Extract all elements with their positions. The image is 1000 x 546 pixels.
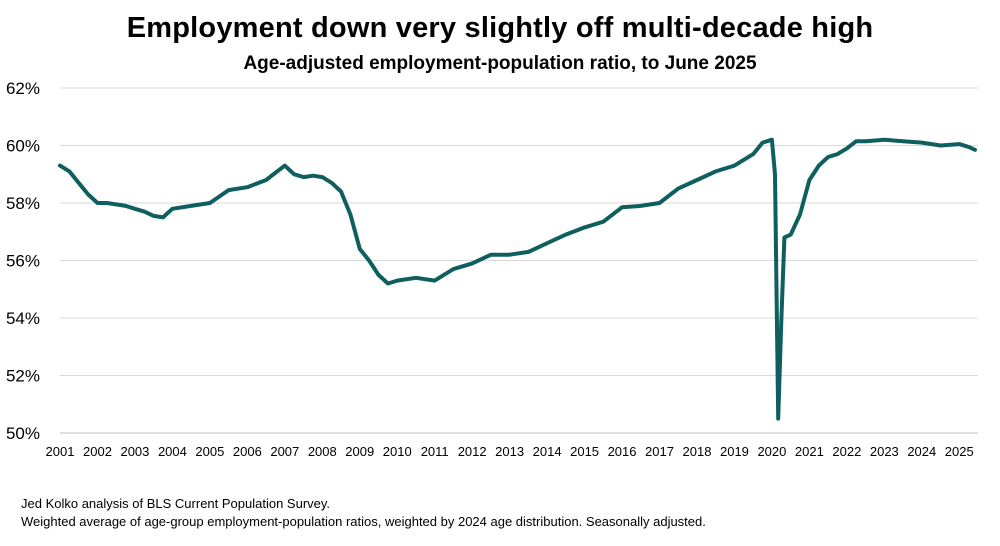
x-tick-label: 2021 [795, 444, 824, 459]
x-tick-label: 2022 [832, 444, 861, 459]
y-axis-ticks: 50% 52% 54% 56% 58% 60% 62% [6, 79, 40, 443]
series-line-employment-ratio [58, 137, 977, 421]
x-tick-label: 2023 [870, 444, 899, 459]
x-tick-label: 2019 [720, 444, 749, 459]
x-axis-ticks: 2001 2002 2003 2004 2005 2006 2007 2008 2009 2010… [46, 444, 974, 459]
x-tick-label: 2010 [383, 444, 412, 459]
x-tick-label: 2002 [83, 444, 112, 459]
x-tick-label: 2006 [233, 444, 262, 459]
y-tick-label: 50% [6, 424, 40, 443]
x-tick-label: 2014 [533, 444, 562, 459]
chart-title: Employment down very slightly off multi-… [126, 12, 874, 44]
x-tick-label: 2009 [345, 444, 374, 459]
x-tick-label: 2016 [608, 444, 637, 459]
x-tick-label: 2017 [645, 444, 674, 459]
y-tick-label: 52% [6, 367, 40, 386]
x-tick-label: 2003 [120, 444, 149, 459]
y-tick-label: 62% [6, 79, 40, 98]
x-tick-label: 2008 [308, 444, 337, 459]
x-tick-label: 2007 [270, 444, 299, 459]
x-tick-label: 2015 [570, 444, 599, 459]
chart-subtitle: Age-adjusted employment-population ratio… [243, 53, 757, 74]
x-tick-label: 2001 [46, 444, 75, 459]
x-tick-label: 2020 [757, 444, 786, 459]
x-tick-label: 2004 [158, 444, 187, 459]
y-tick-label: 54% [6, 309, 40, 328]
x-tick-label: 2024 [907, 444, 936, 459]
gridlines [60, 87, 978, 376]
x-tick-label: 2012 [458, 444, 487, 459]
y-tick-label: 56% [6, 252, 40, 271]
y-tick-label: 58% [6, 194, 40, 213]
y-tick-label: 60% [6, 137, 40, 156]
x-tick-label: 2018 [683, 444, 712, 459]
x-tick-label: 2025 [945, 444, 974, 459]
x-tick-label: 2005 [195, 444, 224, 459]
source-note: Jed Kolko analysis of BLS Current Popula… [21, 496, 331, 511]
methodology-note: Weighted average of age-group employment… [21, 514, 706, 529]
x-tick-label: 2011 [421, 444, 449, 459]
x-tick-label: 2013 [495, 444, 524, 459]
